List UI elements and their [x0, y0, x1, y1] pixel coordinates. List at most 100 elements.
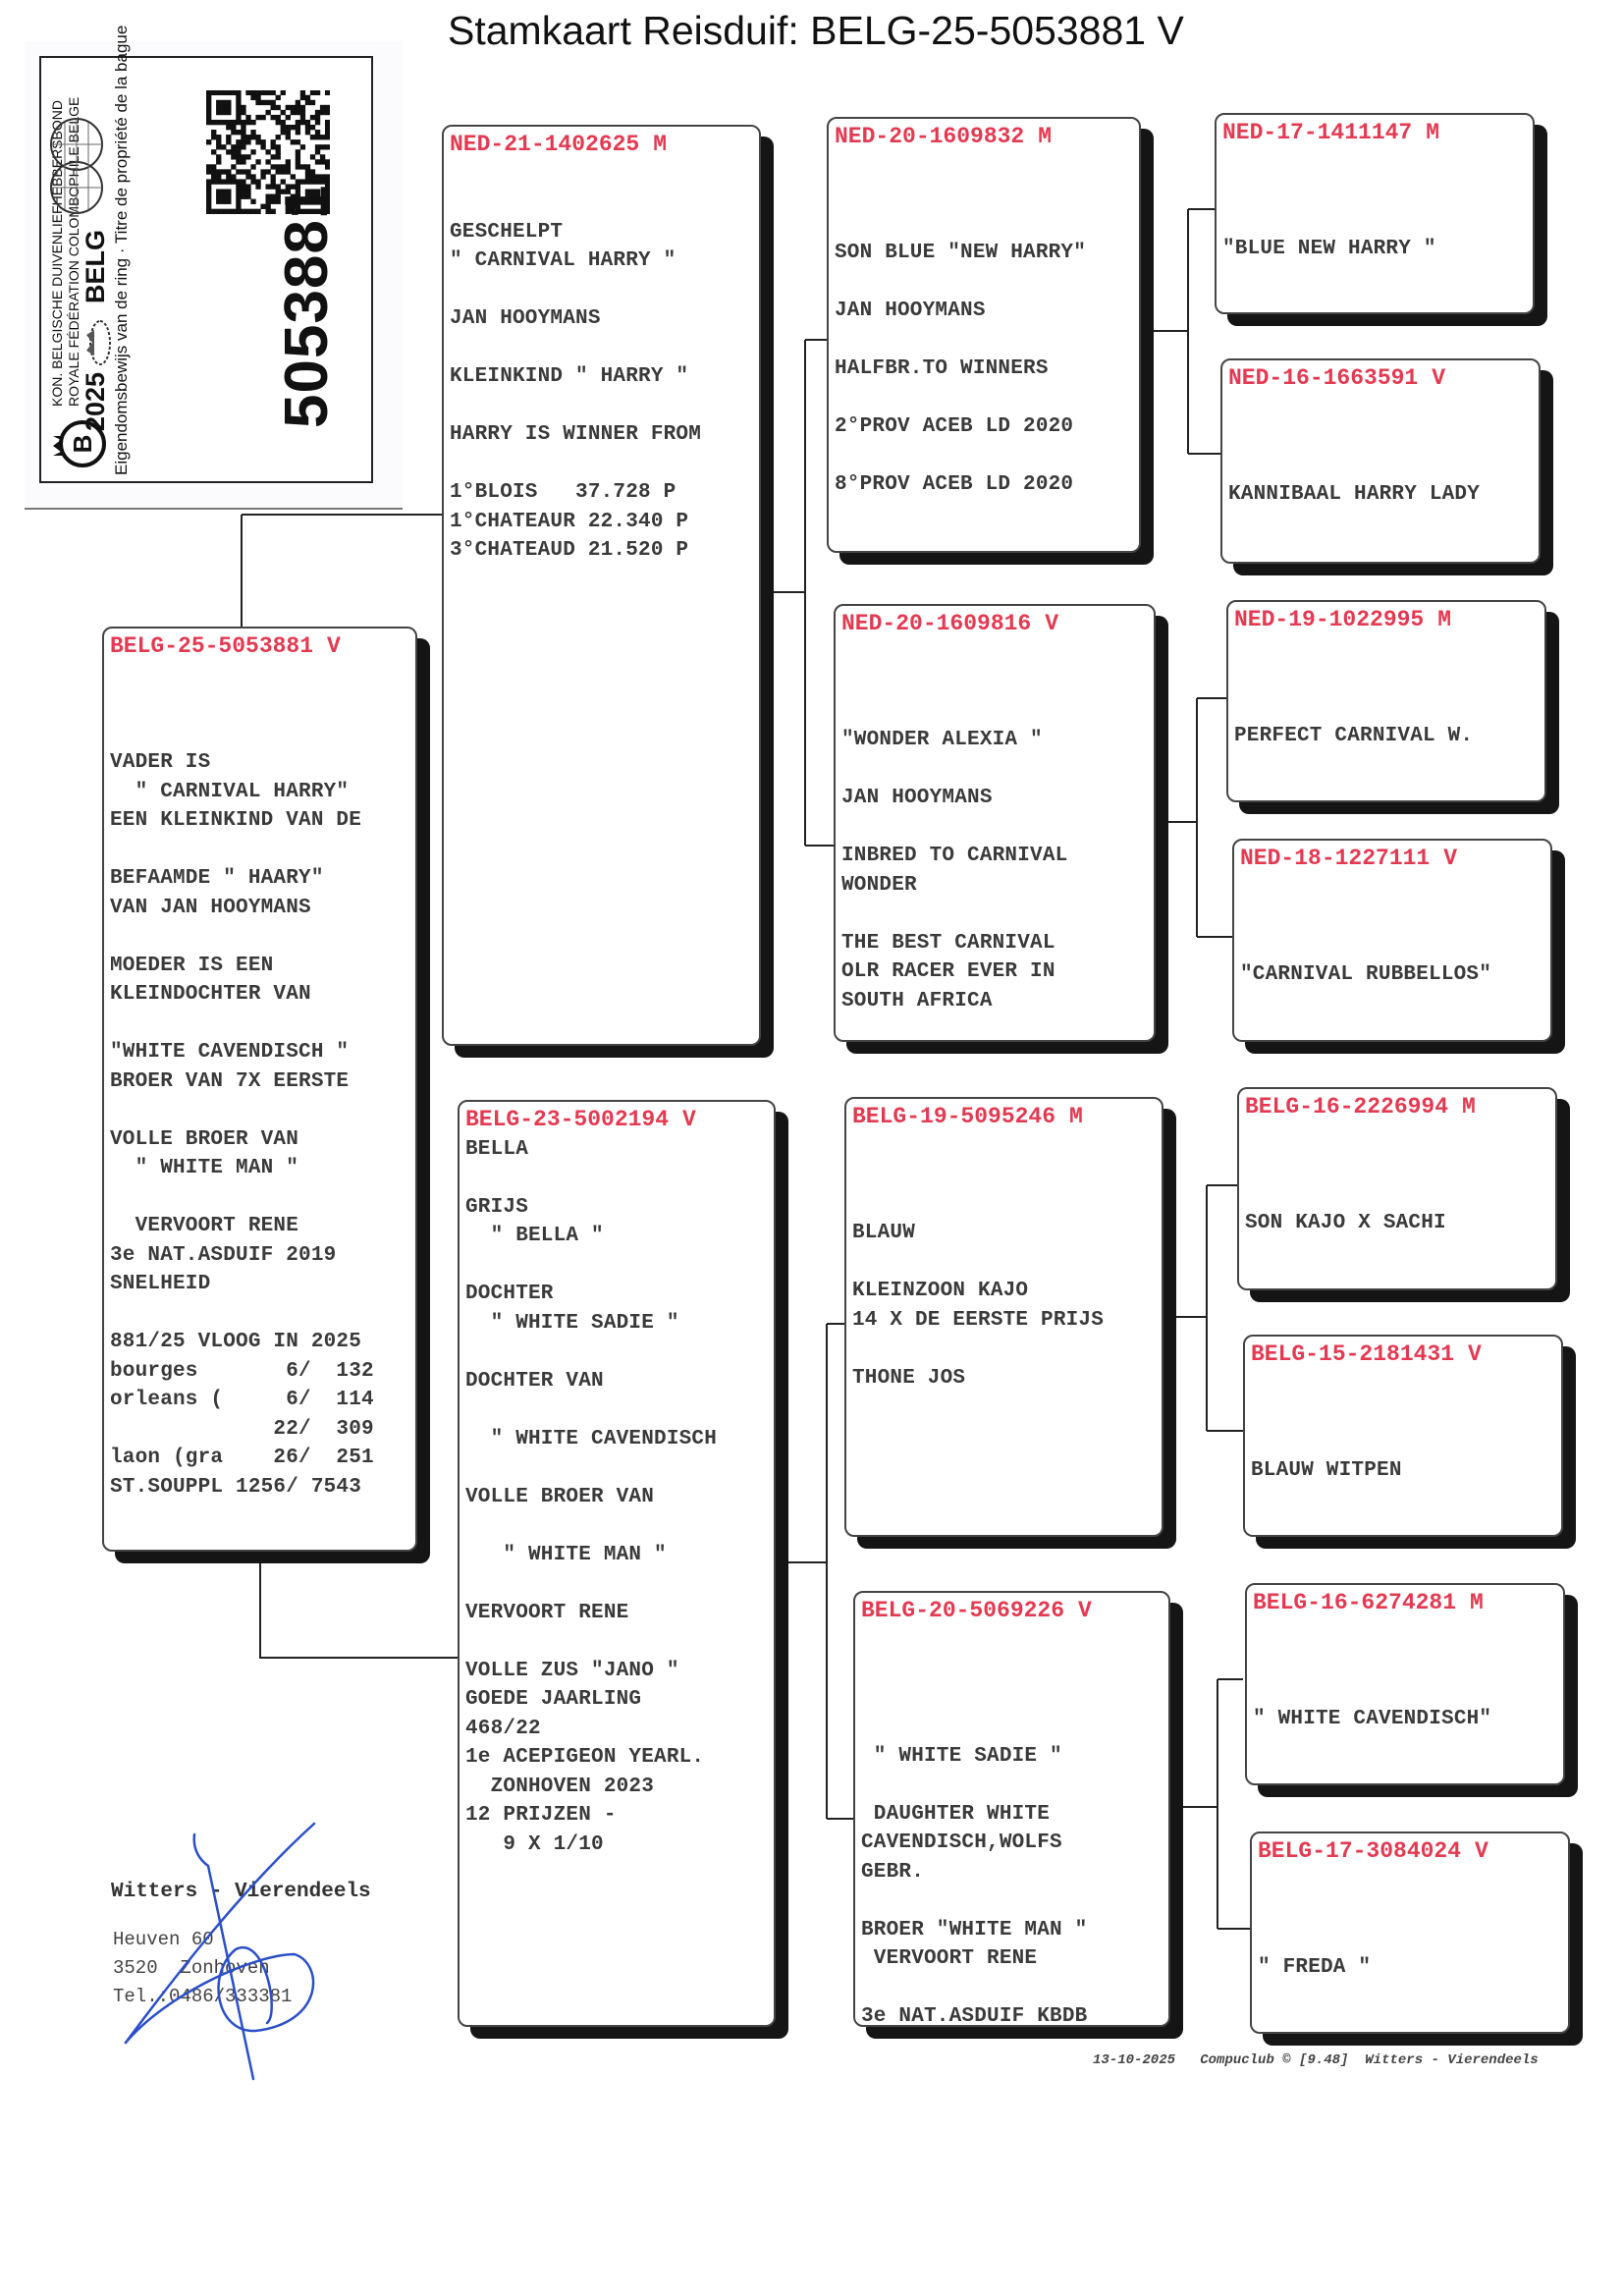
sex-badge: M [1426, 120, 1440, 145]
pigeon-card-subject: BELG-25-5053881 V VADER IS " CARNIVAL HARR… [102, 627, 417, 1552]
pedigree-note-line: 22/ 309 [110, 1417, 374, 1441]
pedigree-note-line [861, 1974, 1168, 2003]
pigeon-card-ds: BELG-19-5095246 M BLAUW KLEINZOON KAJO 14 X … [844, 1097, 1163, 1537]
pedigree-note-line: THONE JOS [852, 1366, 966, 1390]
pedigree-note-line: KANNIBAAL HARRY LADY [1228, 483, 1481, 506]
ring-number: BELG-25-5053881 V [110, 632, 415, 662]
sex-badge: V [682, 1107, 696, 1132]
pedigree-note-line [841, 900, 1154, 929]
pedigree-note-line: DOCHTER VAN [465, 1369, 604, 1393]
pedigree-note-line: PERFECT CARNIVAL W. [1234, 725, 1474, 747]
ring-number: BELG-17-3084024 V [1258, 1837, 1568, 1867]
pedigree-note-line: BELLA [465, 1137, 529, 1161]
ring-number: NED-16-1663591 V [1228, 364, 1539, 394]
pigeon-card-sire: NED-21-1402625 M GESCHELPT " CARNIVAL HARRY… [442, 125, 761, 1046]
ring-number: NED-17-1411147 M [1222, 119, 1533, 148]
pedigree-note-line: WONDER [841, 873, 917, 897]
pedigree-note-line: 468/22 [465, 1717, 541, 1740]
ring-number: BELG-20-5069226 V [861, 1597, 1168, 1626]
pedigree-note-line [835, 384, 1139, 413]
ring-id: BELG-17-3084024 [1258, 1838, 1462, 1864]
ring-id: BELG-25-5053881 [110, 633, 314, 659]
ring-number: NED-20-1609832 M [835, 123, 1139, 152]
ring-id: NED-18-1227111 [1240, 846, 1431, 871]
pedigree-note-line: SON BLUE "NEW HARRY" [835, 242, 1087, 264]
pedigree-note-line: KLEINZOON KAJO [852, 1280, 1029, 1302]
pedigree-note-line [841, 813, 1154, 843]
pedigree-note-line [1222, 148, 1533, 178]
pedigree-note-line: " WHITE SADIE " [861, 1744, 1062, 1768]
pedigree-note-line [1228, 422, 1539, 452]
pedigree-note-line [861, 1771, 1168, 1800]
pedigree-note-line: 1e ACEPIGEON YEARL. [465, 1746, 705, 1769]
footer-owner: Witters - Vierendeels [1365, 2052, 1539, 2068]
qr-code-icon[interactable] [206, 90, 330, 214]
pedigree-note-line: CAVENDISCH,WOLFS [861, 1831, 1062, 1854]
pedigree-note-line: EEN KLEINKIND VAN DE [110, 809, 362, 832]
pedigree-note-line: 3°CHATEAUD 21.520 P [450, 539, 689, 562]
pedigree-note-line [852, 1132, 1162, 1162]
pedigree-note-line [841, 755, 1154, 785]
pedigree-note-line [1258, 1895, 1568, 1925]
pedigree-note-line: orleans ( 6/ 114 [110, 1389, 374, 1411]
ring-id: NED-17-1411147 [1222, 120, 1413, 145]
pedigree-note-line: VOLLE ZUS "JANO " [465, 1659, 679, 1682]
pedigree-note-line [110, 662, 415, 691]
pedigree-note-line [1258, 1925, 1568, 1954]
pedigree-note-line: VOLLE BROER VAN [465, 1485, 655, 1508]
pedigree-note-line: JAN HOOYMANS [835, 300, 986, 322]
pedigree-note-line [1251, 1370, 1561, 1399]
pedigree-note-line: "WHITE CAVENDISCH " [110, 1041, 350, 1064]
pedigree-note-line [465, 1569, 774, 1599]
pedigree-note-line: " FREDA " [1258, 1956, 1372, 1979]
pigeon-card-sdd: NED-18-1227111 V "CARNIVAL RUBBELLOS" [1232, 839, 1552, 1042]
ring-number: NED-20-1609816 V [841, 610, 1154, 639]
pedigree-note-line: GOEDE JAARLING [465, 1688, 642, 1711]
pedigree-note-line [861, 1626, 1168, 1656]
pedigree-note-line: ZONHOVEN 2023 [465, 1775, 655, 1798]
pedigree-note-line [1222, 206, 1533, 236]
sex-badge: M [653, 132, 668, 157]
pedigree-note-line: 12 PRIJZEN - [465, 1804, 617, 1827]
pedigree-note-line [841, 639, 1154, 669]
pedigree-note-line [852, 1335, 1162, 1364]
pigeon-card-sd: NED-20-1609816 V "WONDER ALEXIA " JAN HOOYM… [834, 604, 1156, 1042]
pedigree-note-line [1245, 1151, 1555, 1180]
pedigree-note-line: HARRY IS WINNER FROM [450, 423, 702, 446]
pedigree-note-line [450, 189, 759, 218]
pigeon-card-dsd: BELG-15-2181431 V BLAUW WITPEN [1243, 1335, 1563, 1537]
pedigree-note-line: VERVOORT RENE [861, 1947, 1038, 1970]
pedigree-note-line [450, 334, 759, 363]
pedigree-note-line [110, 1299, 415, 1329]
ring-card: B KON. BELGISCHE DUIVENLIEFHEBBERSBOND R… [39, 26, 373, 483]
pedigree-note-line [1245, 1180, 1555, 1210]
pedigree-note-line [450, 276, 759, 305]
pigeon-card-dds: BELG-16-6274281 M " WHITE CAVENDISCH" [1245, 1583, 1565, 1785]
pedigree-note-line: SNELHEID [110, 1273, 211, 1295]
pedigree-note-line [1234, 664, 1544, 693]
pedigree-note-line: 881/25 VLOOG IN 2025 [110, 1331, 362, 1353]
pedigree-note-line: VERVOORT RENE [110, 1215, 299, 1237]
pedigree-note-line [852, 1190, 1162, 1220]
pedigree-note-line: bourges 6/ 132 [110, 1359, 374, 1383]
ring-id: BELG-19-5095246 [852, 1104, 1056, 1129]
pedigree-note-line [1228, 452, 1539, 481]
ring-number: BELG-15-2181431 V [1251, 1340, 1561, 1370]
pedigree-note-line: " WHITE SADIE " [465, 1311, 679, 1335]
pedigree-note-line: HALFBR.TO WINNERS [835, 357, 1049, 380]
pedigree-note-line [1222, 177, 1533, 206]
sex-badge: V [1475, 1838, 1488, 1864]
pedigree-note-line: "WONDER ALEXIA " [841, 729, 1043, 751]
pedigree-note-line: 1°CHATEAUR 22.340 P [450, 510, 689, 533]
breeder-street: Heuven 60 [113, 1929, 214, 1950]
pedigree-note-line: " CARNIVAL HARRY" [110, 780, 350, 803]
pedigree-note-line [465, 1511, 774, 1541]
software-credit: Compuclub © [9.48] [1200, 2052, 1349, 2068]
pedigree-note-line [1234, 693, 1544, 723]
ring-id: NED-21-1402625 [450, 132, 640, 157]
pedigree-note-line [1234, 635, 1544, 665]
pedigree-note-line [835, 268, 1139, 298]
sex-badge: V [327, 633, 341, 659]
crown-emblem-icon [86, 320, 111, 365]
pedigree-note-line: 2°PROV ACEB LD 2020 [835, 415, 1074, 438]
